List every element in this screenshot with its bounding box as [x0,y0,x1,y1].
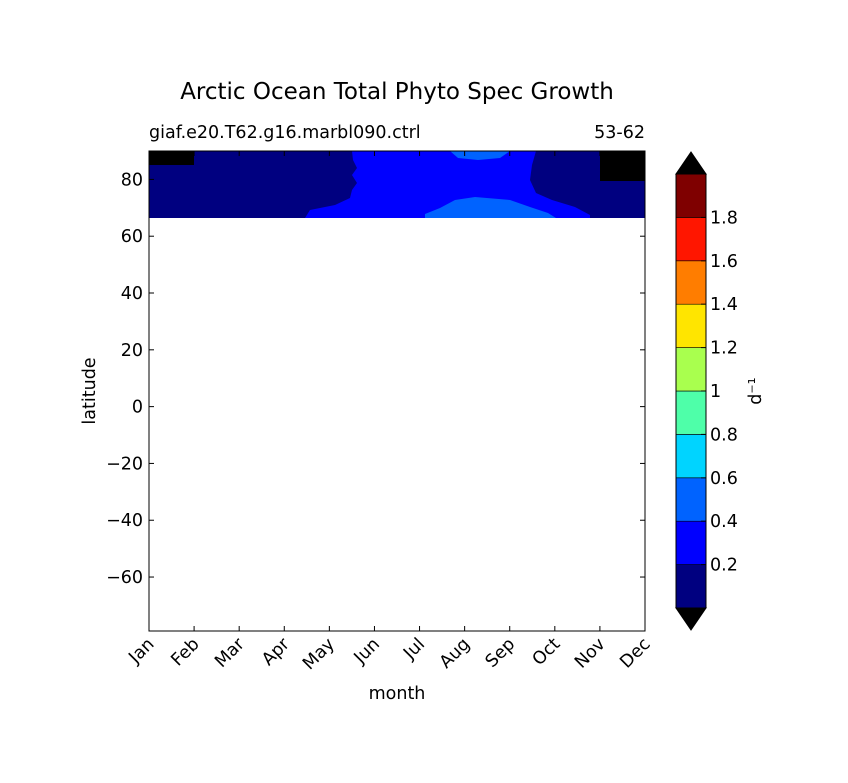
contour-fills [149,151,645,218]
colorbar-tick-label: 0.8 [710,425,738,445]
colorbar-segment [675,217,707,262]
colorbar-segment [675,434,707,479]
y-tick-label: 80 [121,170,143,190]
colorbar: 0.2 0.4 0.6 0.8 1 1.2 1.4 1.6 1.8 [675,151,738,631]
chart-subtitle-left: giaf.e20.T62.g16.marbl090.ctrl [149,123,421,143]
x-tick-label: May [299,634,339,674]
colorbar-tick-label: 0.6 [710,469,738,489]
y-axis-ticks: 80 60 40 20 0 −20 −40 −60 [106,170,645,588]
y-tick-label: −20 [106,454,143,474]
x-tick-label: Dec [616,634,654,672]
x-tick-label: Mar [211,634,249,672]
colorbar-extend-min [675,607,707,631]
x-tick-label: Jan [125,634,159,668]
colorbar-extend-max [675,151,707,175]
x-tick-label: Apr [258,634,294,670]
x-tick-label: Jun [350,634,384,668]
x-axis-label: month [369,684,426,704]
x-tick-label: Sep [482,634,519,671]
contour-fill-under-dec [600,151,645,181]
contour-fill-level-1 [305,151,590,218]
x-tick-label: Aug [436,634,474,672]
plot-frame [148,150,646,632]
colorbar-segment [675,564,707,609]
colorbar-tick-label: 1.2 [710,339,738,359]
y-tick-label: −40 [106,511,143,531]
colorbar-segment [675,477,707,522]
colorbar-segment [675,173,707,218]
y-tick-label: −60 [106,568,143,588]
colorbar-label: d⁻¹ [746,377,766,404]
contour-fill-under-jan [149,151,194,165]
y-axis-label: latitude [80,357,100,424]
colorbar-segment [675,260,707,305]
colorbar-tick-label: 0.2 [710,556,738,576]
y-tick-label: 40 [121,284,143,304]
y-tick-label: 60 [121,227,143,247]
colorbar-segment [675,390,707,435]
colorbar-segment [675,303,707,348]
x-tick-label: Nov [571,634,609,672]
x-tick-label: Jul [399,634,429,664]
plot-area: 80 60 40 20 0 −20 −40 −60 Jan Feb Mar Apr May Jun Jul… [106,150,655,674]
plot-background [149,151,645,631]
chart-subtitle-right: 53-62 [594,123,645,143]
contour-fill-level-2 [425,197,556,218]
x-tick-label: Feb [168,634,204,670]
colorbar-segment [675,520,707,565]
colorbar-tick-label: 1.8 [710,208,738,228]
y-tick-label: 0 [132,398,143,418]
colorbar-segment [675,347,707,392]
x-tick-label: Oct [529,634,565,670]
colorbar-tick-label: 0.4 [710,512,738,532]
colorbar-tick-label: 1 [710,382,721,402]
colorbar-tick-label: 1.6 [710,252,738,272]
chart-title: Arctic Ocean Total Phyto Spec Growth [180,79,614,105]
colorbar-tick-label: 1.4 [710,295,738,315]
y-tick-label: 20 [121,341,143,361]
